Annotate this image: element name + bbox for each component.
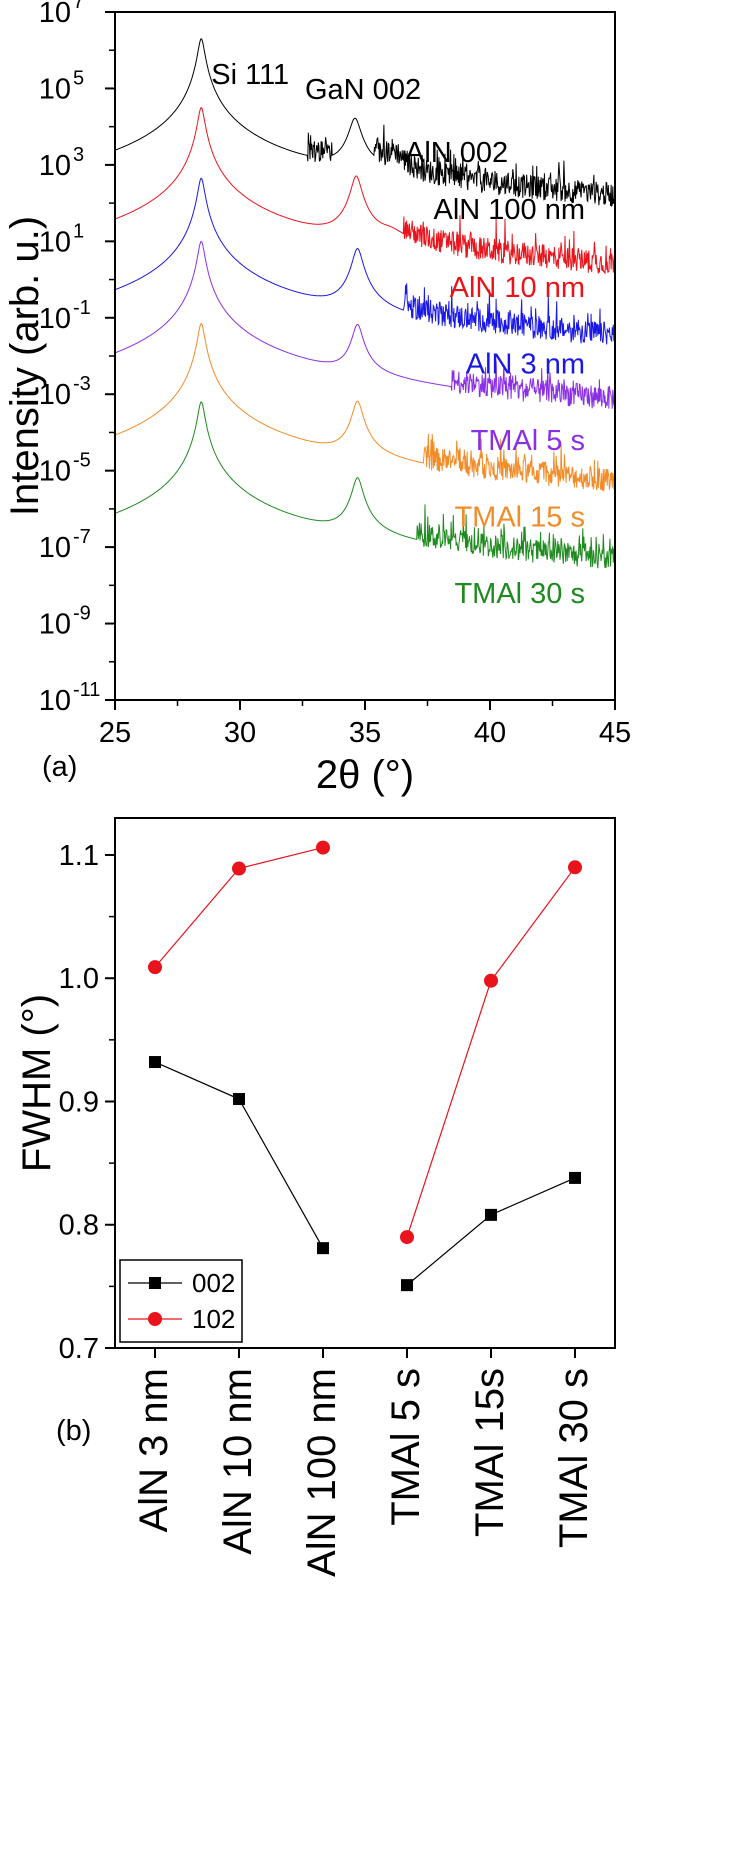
xrd-traces — [114, 38, 616, 569]
y-tick-label: 1.1 — [59, 840, 99, 872]
series-line-102 — [406, 866, 576, 1238]
y-tick-exponent: 3 — [73, 144, 84, 166]
marker-002 — [149, 1056, 161, 1069]
marker-002 — [233, 1093, 245, 1106]
xrd-trace-5 — [114, 401, 616, 569]
legend-marker — [148, 1312, 162, 1326]
panel-b-fwhm-chart: 0.7 0.8 0.9 1.0 1.1 AlN 3 nm AlN 10 nm AlN 100… — [15, 817, 616, 1577]
legend-box — [119, 1259, 243, 1343]
legend-marker — [149, 1277, 161, 1289]
y-tick-exponent: 7 — [73, 0, 84, 13]
y-tick-label: 0.7 — [59, 1333, 99, 1365]
y-tick-label: 1.0 — [59, 963, 99, 995]
series-line-002 — [154, 1061, 324, 1249]
fwhm-series-lines — [154, 846, 576, 1286]
x-tick-label: 45 — [599, 717, 631, 749]
y-tick-exponent: -9 — [73, 603, 91, 625]
panel-b-y-ticks: 0.7 0.8 0.9 1.0 1.1 — [59, 840, 115, 1365]
y-tick-label: 0.8 — [59, 1210, 99, 1242]
y-tick-label: 10 — [39, 685, 71, 717]
y-tick-label: 10 — [39, 303, 71, 335]
y-tick-label: 10 — [39, 150, 71, 182]
xrd-trace-2 — [114, 177, 616, 345]
y-tick-label: 10 — [39, 226, 71, 258]
y-tick-label: 0.9 — [59, 1086, 99, 1118]
y-tick-exponent: -7 — [73, 526, 91, 548]
panel-a-x-axis-title: 2θ (°) — [316, 753, 414, 797]
y-tick-exponent: 1 — [73, 220, 84, 242]
series-label: TMAl 5 s — [471, 425, 585, 457]
x-tick-label: 30 — [224, 717, 256, 749]
peak-annotation: GaN 002 — [305, 74, 421, 106]
panel-b-x-ticks: AlN 3 nm AlN 10 nm AlN 100 nm TMAl 5 s TMAl … — [132, 1348, 596, 1577]
series-label: TMAl 15 s — [454, 502, 585, 534]
xrd-trace-0 — [114, 38, 616, 208]
panel-a-y-axis-title: Intensity (arb. u.) — [3, 216, 47, 516]
marker-102 — [484, 973, 498, 988]
xrd-trace-1 — [114, 106, 616, 275]
y-tick-label: 10 — [39, 609, 71, 641]
panel-b-label: (b) — [56, 1415, 91, 1447]
series-line-002 — [406, 1177, 576, 1286]
series-label: AlN 10 nm — [450, 272, 585, 304]
panel-b-y-axis-title: FWHM (°) — [15, 994, 59, 1172]
fwhm-series-markers — [148, 840, 582, 1292]
category-label: TMAl 5 s — [384, 1368, 428, 1526]
series-label: TMAl 30 s — [454, 578, 585, 610]
y-tick-exponent: -5 — [73, 450, 91, 472]
series-labels: AlN 100 nm AlN 10 nm AlN 3 nm TMAl 5 s TMAl … — [433, 194, 585, 610]
y-tick-label: 10 — [39, 379, 71, 411]
x-tick-label: 40 — [474, 717, 506, 749]
category-label: AlN 10 nm — [216, 1368, 260, 1555]
category-label: AlN 3 nm — [132, 1368, 176, 1533]
peak-annotation: AlN 002 — [405, 137, 508, 169]
y-tick-exponent: -3 — [73, 373, 91, 395]
y-tick-exponent: -1 — [73, 297, 91, 319]
marker-002 — [317, 1242, 329, 1255]
xrd-trace-3 — [114, 240, 616, 409]
category-label: TMAl 15s — [468, 1368, 512, 1537]
y-tick-label: 10 — [39, 456, 71, 488]
category-label: AlN 100 nm — [300, 1368, 344, 1577]
marker-102 — [400, 1230, 414, 1245]
x-tick-label: 25 — [99, 717, 131, 749]
peak-annotations: Si 111 GaN 002 AlN 002 — [211, 59, 508, 169]
category-label: TMAl 30 s — [552, 1368, 596, 1548]
series-label: AlN 3 nm — [466, 349, 585, 381]
legend-label: 002 — [192, 1268, 235, 1298]
peak-annotation: Si 111 — [211, 59, 289, 91]
series-label: AlN 100 nm — [433, 194, 585, 226]
legend-label: 102 — [192, 1304, 235, 1334]
marker-102 — [568, 860, 582, 875]
y-tick-exponent: 5 — [73, 67, 84, 89]
panel-a-label: (a) — [42, 751, 77, 783]
marker-002 — [401, 1279, 413, 1292]
xrd-trace-4 — [114, 322, 616, 492]
marker-102 — [148, 960, 162, 975]
y-tick-exponent: -11 — [73, 679, 100, 701]
y-tick-label: 10 — [39, 73, 71, 105]
marker-002 — [485, 1208, 497, 1221]
y-tick-label: 10 — [39, 0, 71, 29]
marker-102 — [232, 861, 246, 876]
marker-002 — [569, 1171, 581, 1184]
x-tick-label: 35 — [349, 717, 381, 749]
marker-102 — [316, 840, 330, 855]
panel-b-plot-frame — [114, 817, 616, 1349]
panel-a-x-ticks: 25 30 35 40 45 — [99, 700, 631, 749]
y-tick-label: 10 — [39, 532, 71, 564]
